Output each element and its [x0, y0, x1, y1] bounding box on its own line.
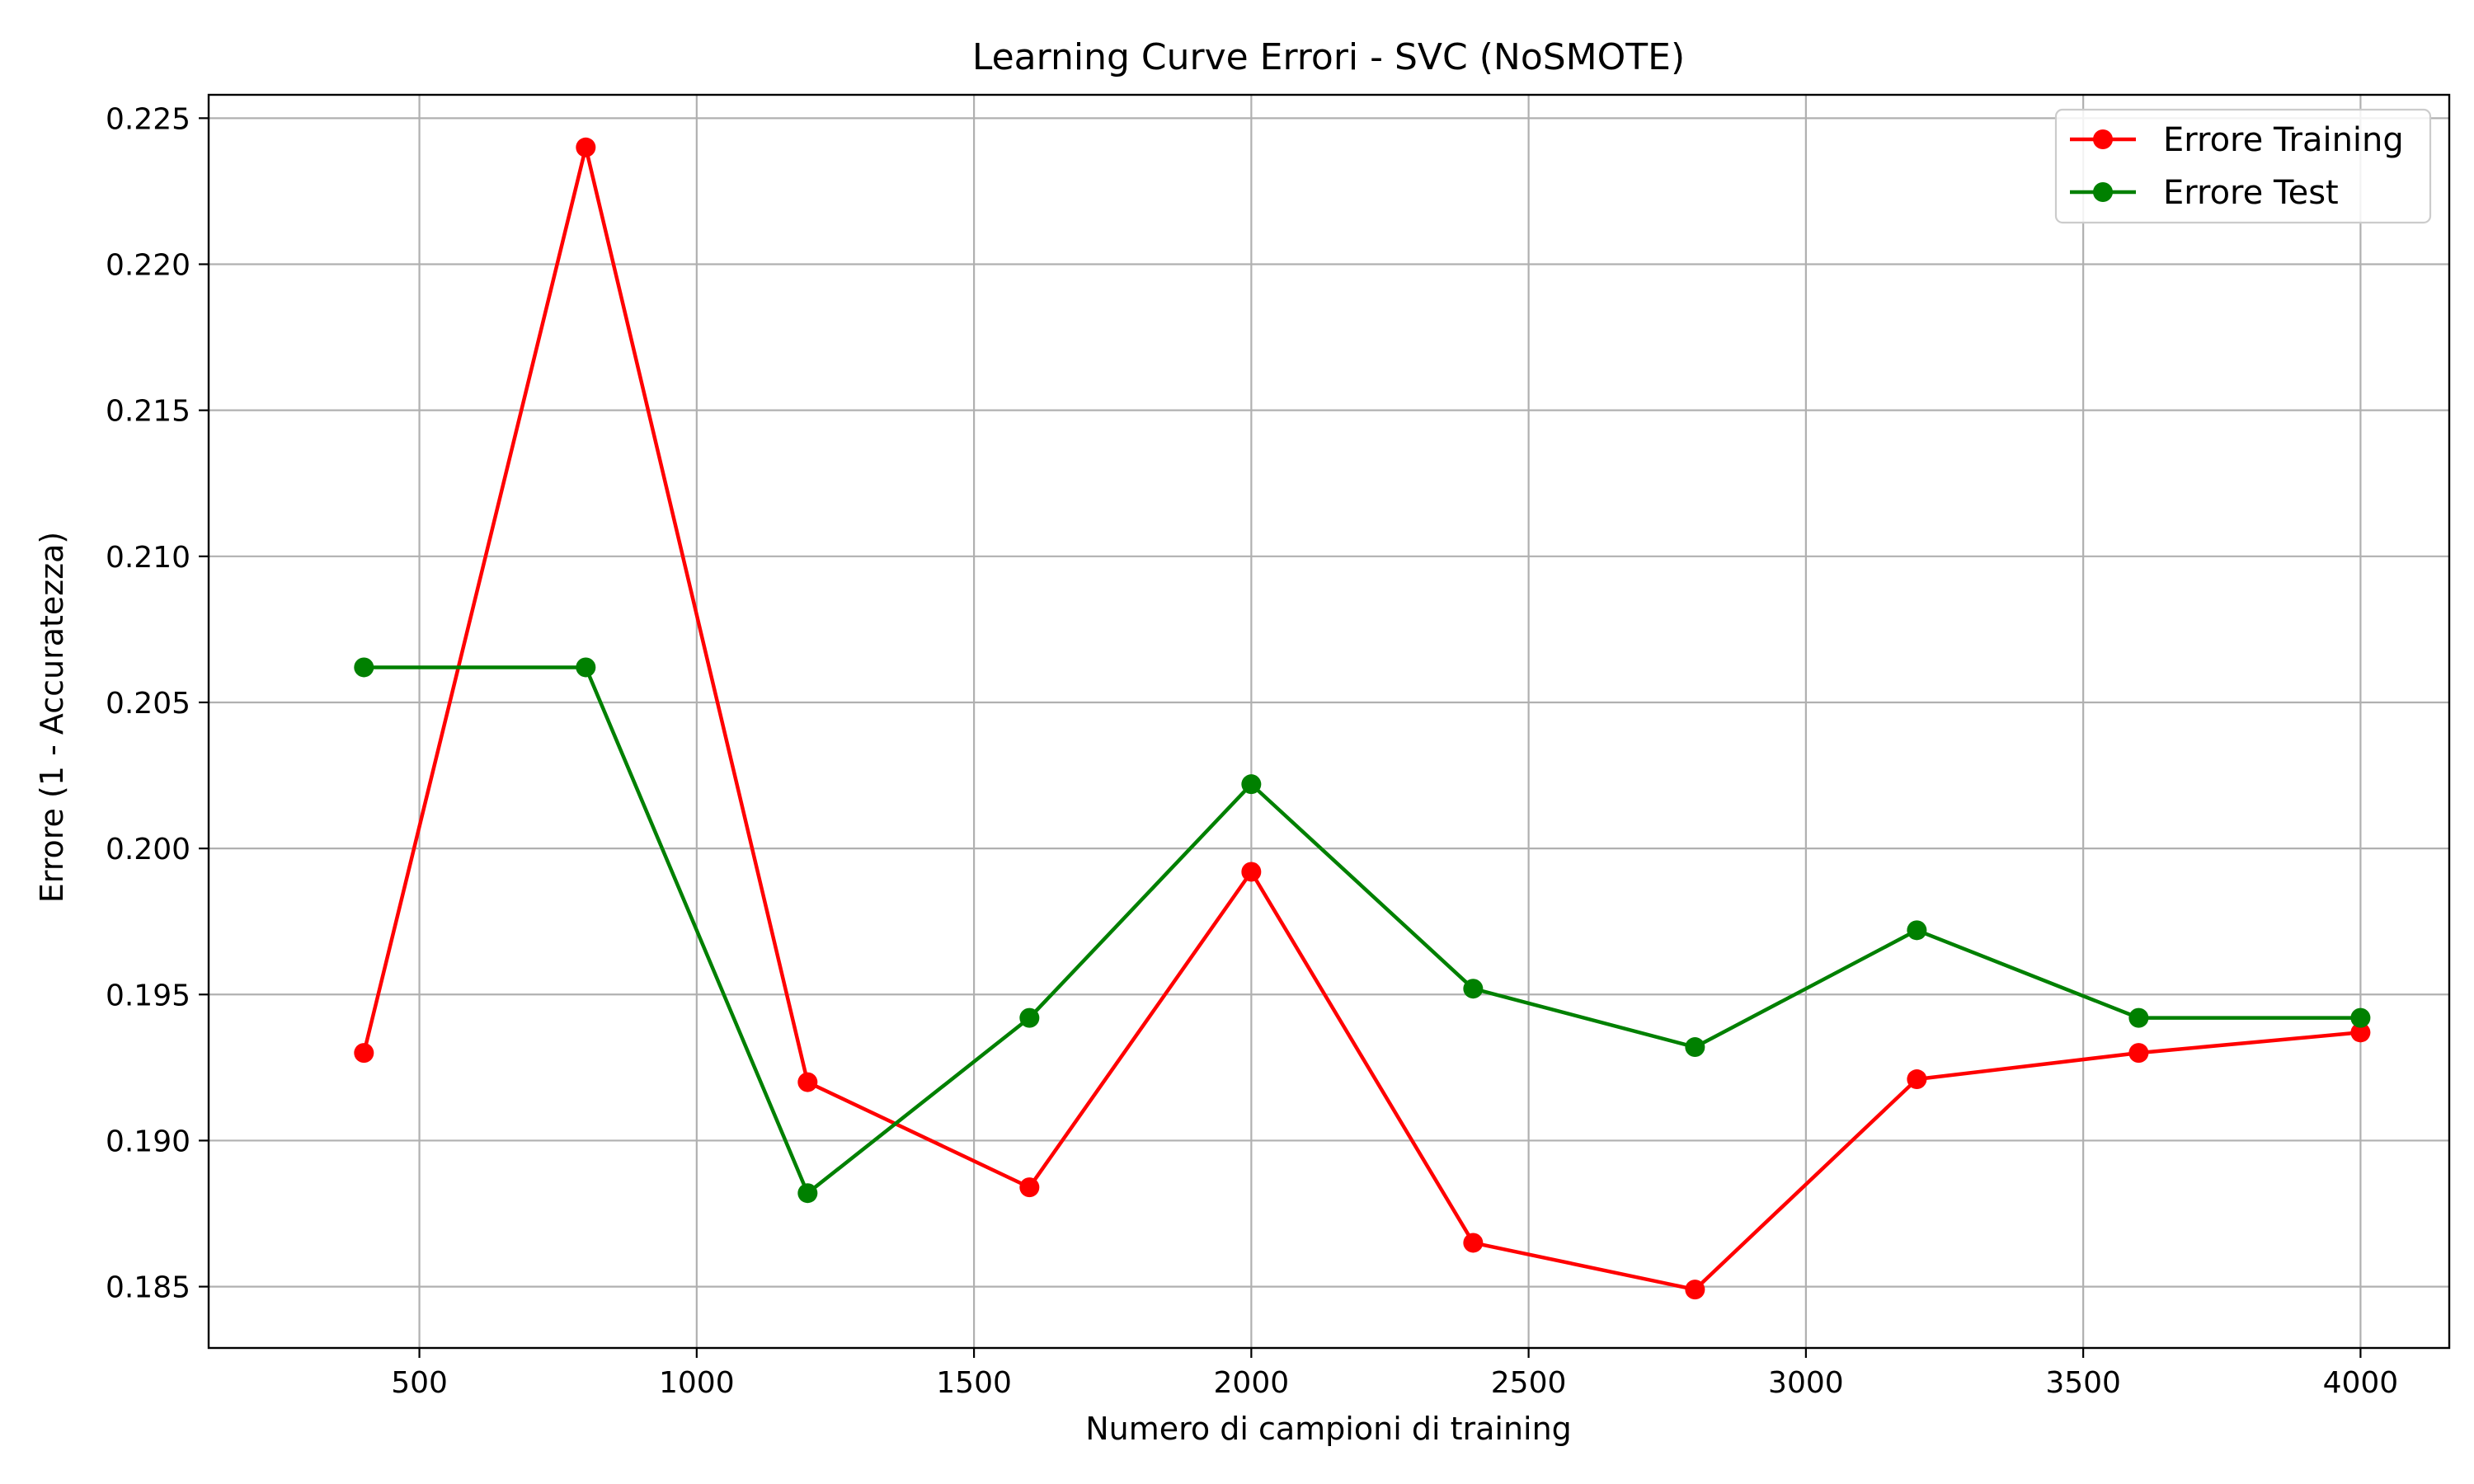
data-point-errore-training	[1907, 1069, 1927, 1090]
legend-label: Errore Training	[2163, 121, 2404, 159]
axis-ticks: 500 1000 1500 2000 2500 3000 3500 4000 0.185 0.19…	[106, 102, 2398, 1400]
data-point-errore-training	[1241, 862, 1262, 882]
data-point-errore-training	[2128, 1043, 2149, 1064]
data-point-errore-test	[2350, 1007, 2371, 1028]
series-line-errore-test	[364, 665, 2361, 1195]
x-tick-label: 3500	[2045, 1366, 2121, 1400]
data-point-errore-training	[576, 137, 596, 157]
data-point-errore-training	[1019, 1177, 1040, 1198]
x-tick-label: 500	[391, 1366, 448, 1400]
data-point-errore-training	[2350, 1022, 2371, 1043]
x-tick-label: 1000	[659, 1366, 735, 1400]
data-point-errore-test	[1463, 979, 1484, 999]
y-tick-label: 0.200	[106, 833, 190, 866]
legend-swatch-marker	[2093, 182, 2113, 202]
data-point-errore-training	[1685, 1280, 1705, 1300]
series-line-errore-training	[362, 145, 2361, 1292]
data-point-errore-test	[2128, 1007, 2149, 1028]
data-point-errore-training	[797, 1072, 818, 1092]
y-tick-label: 0.205	[106, 687, 190, 721]
data-point-errore-test	[1241, 774, 1262, 795]
series-errore-test	[354, 657, 2371, 1204]
x-tick-label: 3000	[1768, 1366, 1844, 1400]
chart-title: Learning Curve Errori - SVC (NoSMOTE)	[972, 36, 1685, 78]
y-tick-label: 0.190	[106, 1125, 190, 1158]
data-point-errore-training	[1463, 1233, 1484, 1253]
legend-box	[2054, 108, 2432, 224]
x-tick-label: 2500	[1491, 1366, 1567, 1400]
x-tick-label: 2000	[1214, 1366, 1290, 1400]
data-point-errore-test	[576, 657, 596, 678]
x-tick-label: 4000	[2323, 1366, 2399, 1400]
y-tick-label: 0.225	[106, 102, 190, 136]
data-point-errore-test	[354, 657, 374, 678]
legend-label: Errore Test	[2163, 174, 2339, 212]
y-tick-label: 0.210	[106, 541, 190, 575]
series-layer	[354, 137, 2371, 1300]
data-point-errore-test	[797, 1183, 818, 1204]
legend-swatch-marker	[2093, 129, 2113, 149]
y-tick-label: 0.195	[106, 979, 190, 1012]
x-tick-label: 1500	[936, 1366, 1012, 1400]
y-tick-label: 0.220	[106, 249, 190, 283]
y-tick-label: 0.185	[106, 1271, 190, 1305]
legend-item-errore-test: Errore Test	[2070, 174, 2339, 212]
data-point-errore-test	[1907, 920, 1927, 941]
x-axis-label: Numero di campioni di training	[1085, 1411, 1572, 1447]
data-point-errore-training	[354, 1043, 374, 1064]
plot-area-frame	[207, 93, 2451, 1350]
y-tick-label: 0.215	[106, 395, 190, 429]
legend-item-errore-training: Errore Training	[2070, 121, 2404, 159]
series-errore-training	[354, 137, 2371, 1300]
data-point-errore-test	[1685, 1037, 1705, 1058]
legend: Errore Training Errore Test	[2054, 108, 2432, 224]
y-axis-label: Errore (1 - Accuratezza)	[34, 532, 70, 904]
data-point-errore-test	[1019, 1007, 1040, 1028]
